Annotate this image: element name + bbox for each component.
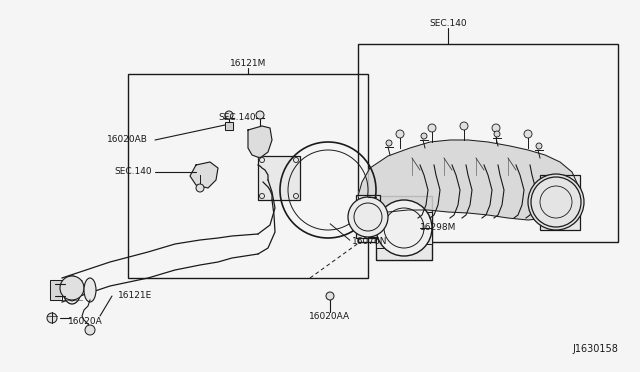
Circle shape (531, 177, 581, 227)
Text: 16121E: 16121E (118, 292, 152, 301)
Circle shape (256, 111, 264, 119)
Polygon shape (225, 122, 233, 130)
Circle shape (421, 133, 427, 139)
Text: 16076N: 16076N (352, 237, 387, 247)
Circle shape (376, 200, 432, 256)
Circle shape (528, 174, 584, 230)
Ellipse shape (84, 278, 96, 302)
Ellipse shape (63, 276, 81, 304)
Text: SEC.140: SEC.140 (429, 19, 467, 28)
Bar (225, 122, 233, 130)
Polygon shape (248, 126, 272, 158)
Bar (420, 212, 432, 244)
Circle shape (524, 130, 532, 138)
Circle shape (386, 140, 392, 146)
Polygon shape (190, 162, 218, 188)
Bar (356, 195, 380, 238)
Text: 16020AA: 16020AA (309, 312, 351, 321)
Circle shape (536, 143, 542, 149)
Circle shape (85, 325, 95, 335)
Circle shape (460, 122, 468, 130)
Text: 16020AB: 16020AB (107, 135, 148, 144)
Bar (50, 280, 62, 300)
Circle shape (60, 276, 84, 300)
Bar (258, 156, 300, 200)
Text: 16298M: 16298M (420, 224, 456, 232)
Circle shape (396, 130, 404, 138)
Text: J1630158: J1630158 (572, 344, 618, 354)
Bar (376, 196, 432, 260)
Bar (376, 208, 388, 248)
Bar (358, 44, 618, 242)
Circle shape (47, 313, 57, 323)
Circle shape (428, 124, 436, 132)
Text: 16020A: 16020A (68, 317, 103, 327)
Circle shape (326, 292, 334, 300)
Circle shape (492, 124, 500, 132)
Text: SEC.140: SEC.140 (218, 113, 255, 122)
Circle shape (348, 197, 388, 237)
Bar (540, 175, 580, 230)
Bar (128, 74, 368, 278)
Text: 16121M: 16121M (230, 59, 266, 68)
Circle shape (494, 131, 500, 137)
Circle shape (196, 184, 204, 192)
Polygon shape (358, 140, 578, 220)
Circle shape (225, 111, 233, 119)
Text: SEC.140: SEC.140 (115, 167, 152, 176)
